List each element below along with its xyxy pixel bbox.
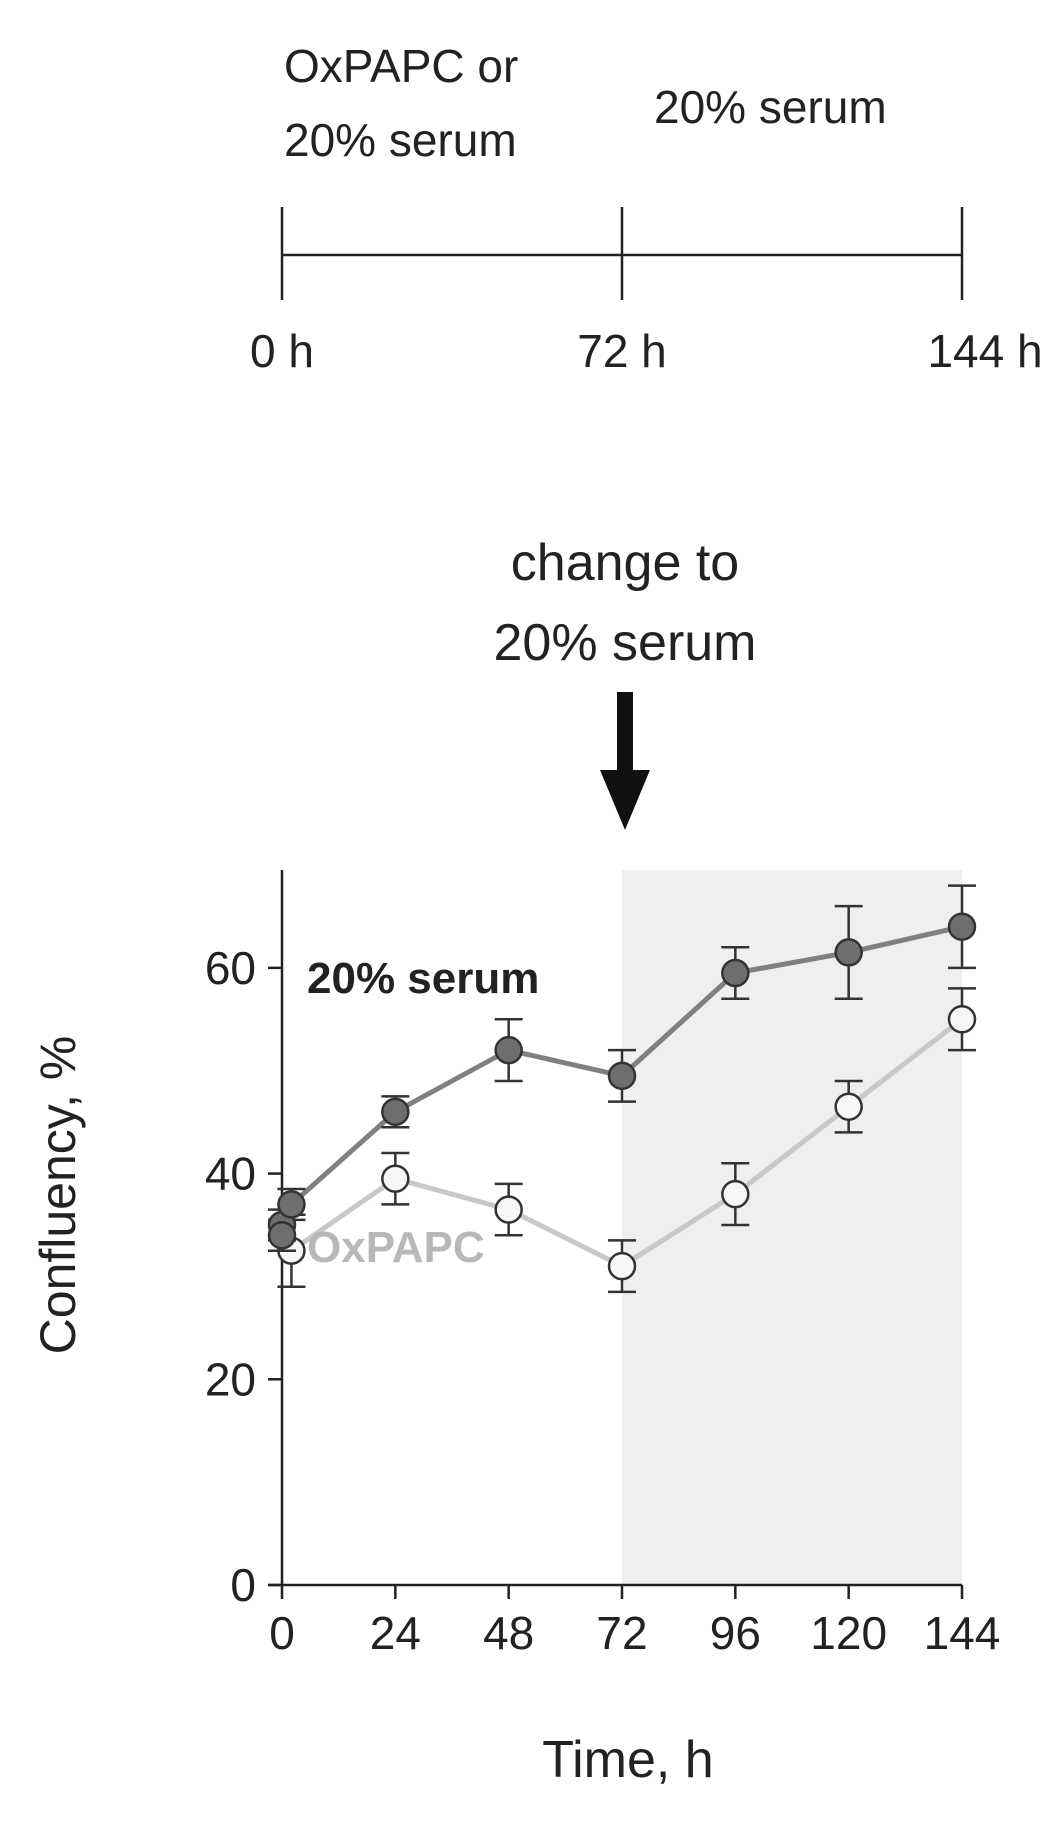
phase1-label-line1: OxPAPC or	[284, 40, 518, 92]
data-point	[834, 1092, 863, 1121]
chart-series	[267, 884, 977, 1294]
x-tick-label: 0	[269, 1607, 295, 1659]
timeline-label-0h: 0 h	[250, 325, 314, 377]
annotation-line1: change to	[511, 534, 739, 592]
timeline: OxPAPC or 20% serum 20% serum 0 h 72 h 1…	[250, 40, 1043, 377]
data-point	[381, 1164, 410, 1193]
x-tick-label: 48	[483, 1607, 534, 1659]
phase1-label-line2: 20% serum	[284, 114, 517, 166]
series-label-20-serum: 20% serum	[307, 954, 539, 1003]
data-point	[277, 1190, 306, 1219]
change-annotation: change to 20% serum	[494, 534, 757, 830]
data-point	[381, 1097, 410, 1127]
x-tick-label: 144	[924, 1607, 1001, 1659]
data-point	[721, 1179, 750, 1209]
x-tick-label: 24	[370, 1607, 421, 1659]
data-point	[947, 912, 977, 941]
x-tick-label: 120	[810, 1607, 887, 1659]
series-label-oxpapc: OxPAPC	[307, 1223, 485, 1272]
annotation-line2: 20% serum	[494, 614, 757, 672]
data-point	[947, 1005, 977, 1034]
y-tick-label: 60	[205, 942, 256, 994]
data-point	[721, 958, 750, 988]
shaded-region	[622, 870, 962, 1585]
phase2-label: 20% serum	[654, 81, 887, 133]
y-tick-label: 0	[230, 1559, 256, 1611]
data-point	[834, 938, 863, 967]
arrow-down-icon	[600, 770, 650, 830]
series-20-serum	[267, 884, 977, 1252]
y-tick-label: 40	[205, 1148, 256, 1200]
x-tick-label: 72	[596, 1607, 647, 1659]
y-tick-label: 20	[205, 1353, 256, 1405]
data-point	[607, 1061, 637, 1091]
timeline-label-72h: 72 h	[577, 325, 667, 377]
data-point	[267, 1221, 297, 1250]
arrow-shaft	[617, 692, 633, 772]
data-point	[607, 1251, 637, 1281]
data-point	[494, 1195, 523, 1224]
chart-axes: 0 20 40 60 0 24 48 72 96 120 144	[205, 870, 1001, 1659]
data-point	[494, 1035, 523, 1065]
x-axis-title: Time, h	[542, 1731, 713, 1789]
x-tick-label: 96	[710, 1607, 761, 1659]
timeline-label-144h: 144 h	[927, 325, 1042, 377]
y-axis-title: Confluency, %	[30, 1036, 86, 1355]
